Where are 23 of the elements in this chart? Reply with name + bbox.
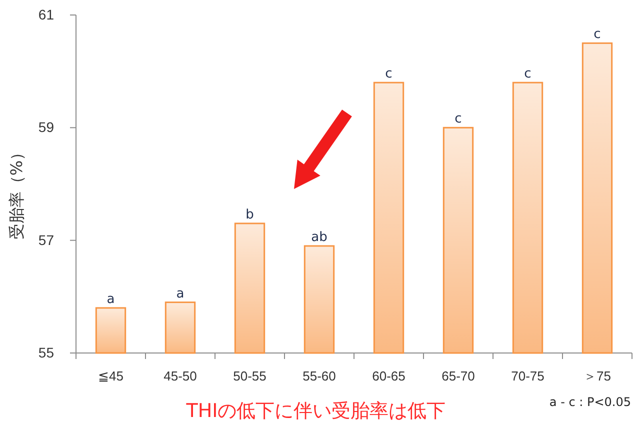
- x-tick-label: 70-75: [511, 368, 544, 384]
- x-tick-label: ≦45: [98, 368, 124, 384]
- x-tick-label: 60-65: [372, 368, 406, 384]
- annotation: b: [246, 207, 254, 222]
- text: a - c : P<0.05: [549, 395, 631, 409]
- annotation: c: [524, 66, 532, 82]
- y-axis-title: 受胎率（%）: [7, 144, 26, 240]
- annotation: a: [176, 286, 184, 302]
- y-tick-label: 59: [38, 119, 54, 136]
- annotation: a: [106, 292, 115, 307]
- x-tick-label: 50-55: [233, 368, 266, 384]
- text: THIの低下に伴い受胎率は低下: [185, 400, 446, 422]
- x-tick-label: 65-70: [442, 368, 475, 384]
- annotation: c: [454, 112, 462, 127]
- y-tick-label: 61: [38, 6, 54, 22]
- y-tick-label: 57: [38, 232, 54, 248]
- x-tick-label: 45-50: [164, 368, 197, 384]
- y-tick-label: 55: [38, 344, 54, 360]
- x-tick-label: ＞75: [584, 368, 611, 384]
- x-tick-label: 55-60: [302, 368, 336, 384]
- annotation: c: [594, 27, 601, 42]
- annotation: ab: [311, 230, 328, 245]
- annotation: c: [385, 66, 392, 82]
